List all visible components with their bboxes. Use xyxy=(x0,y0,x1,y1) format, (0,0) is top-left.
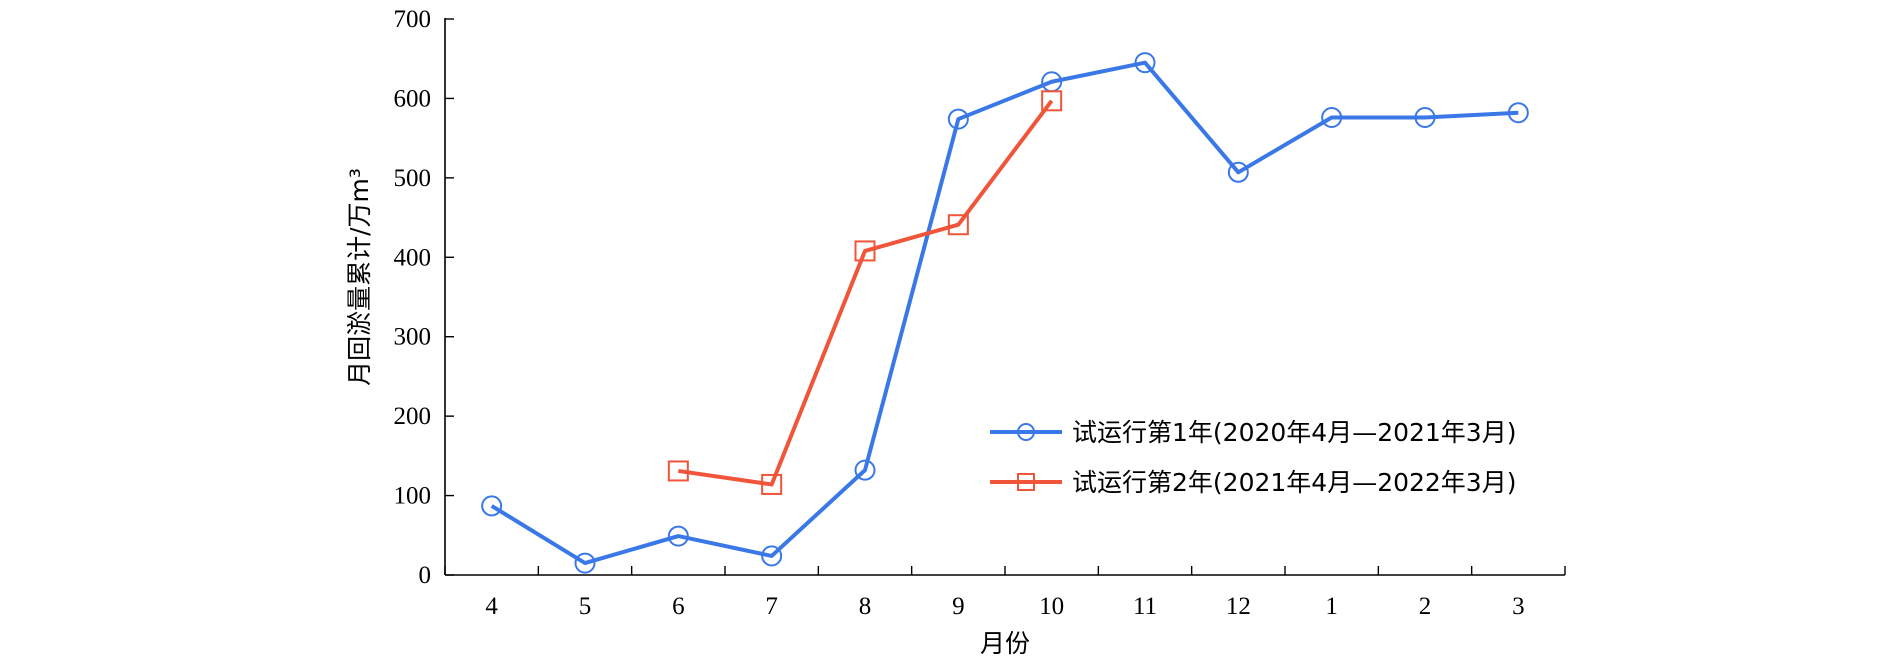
x-axis-title: 月份 xyxy=(980,629,1030,658)
data-point xyxy=(1227,161,1249,183)
data-point xyxy=(761,473,783,495)
legend-circle-marker-icon xyxy=(1017,423,1035,441)
data-point xyxy=(947,108,969,130)
y-tick-label: 300 xyxy=(394,324,432,351)
x-tick-label: 4 xyxy=(485,593,498,620)
x-tick-label: 5 xyxy=(579,593,592,620)
y-tick-label: 500 xyxy=(394,165,432,192)
data-point xyxy=(574,552,596,574)
legend-entry-year-1: 试运行第1年(2020年4月—2021年3月) xyxy=(990,418,1516,447)
x-tick-label: 7 xyxy=(765,593,778,620)
x-tick-label: 8 xyxy=(859,593,872,620)
series-1 xyxy=(481,52,1529,574)
data-point xyxy=(1041,90,1063,112)
x-ticks: 4 5 6 7 8 9 10 11 12 1 2 3 xyxy=(444,566,1566,620)
y-tick-label: 0 xyxy=(419,562,432,589)
y-tick-label: 400 xyxy=(394,244,432,271)
y-tick-label: 200 xyxy=(394,403,432,430)
data-point xyxy=(481,495,503,517)
data-point xyxy=(1414,106,1436,128)
legend-square-marker-icon xyxy=(1017,473,1035,491)
data-point xyxy=(1321,106,1343,128)
y-tick-label: 100 xyxy=(394,483,432,510)
data-point xyxy=(1507,102,1529,124)
x-tick-label: 2 xyxy=(1419,593,1432,620)
x-tick-label: 6 xyxy=(672,593,685,620)
x-tick-label: 1 xyxy=(1325,593,1338,620)
x-tick-label: 11 xyxy=(1133,593,1157,620)
data-point xyxy=(854,459,876,481)
legend-label-year-1: 试运行第1年(2020年4月—2021年3月) xyxy=(1072,418,1516,447)
data-point xyxy=(947,214,969,236)
series-layer xyxy=(481,52,1529,574)
x-tick-label: 12 xyxy=(1226,593,1251,620)
y-tick-label: 700 xyxy=(394,6,432,33)
x-tick-label: 9 xyxy=(952,593,965,620)
legend-label-year-2: 试运行第2年(2021年4月—2022年3月) xyxy=(1072,468,1516,497)
data-point xyxy=(1134,52,1156,74)
data-point xyxy=(667,460,689,482)
data-point xyxy=(854,240,876,262)
series-line xyxy=(490,60,1519,566)
data-point xyxy=(761,545,783,567)
series-line xyxy=(678,99,1054,487)
legend: 试运行第1年(2020年4月—2021年3月) 试运行第2年(2021年4月—2… xyxy=(990,418,1516,497)
data-point xyxy=(667,525,689,547)
legend-entry-year-2: 试运行第2年(2021年4月—2022年3月) xyxy=(990,468,1516,497)
series-2 xyxy=(667,90,1063,495)
y-axis-title: 月回淤量累计/万m³ xyxy=(345,168,374,386)
y-ticks: 0 100 200 300 400 500 600 700 xyxy=(394,6,454,589)
x-tick-label: 3 xyxy=(1512,593,1525,620)
y-tick-label: 600 xyxy=(394,85,432,112)
x-tick-label: 10 xyxy=(1039,593,1064,620)
